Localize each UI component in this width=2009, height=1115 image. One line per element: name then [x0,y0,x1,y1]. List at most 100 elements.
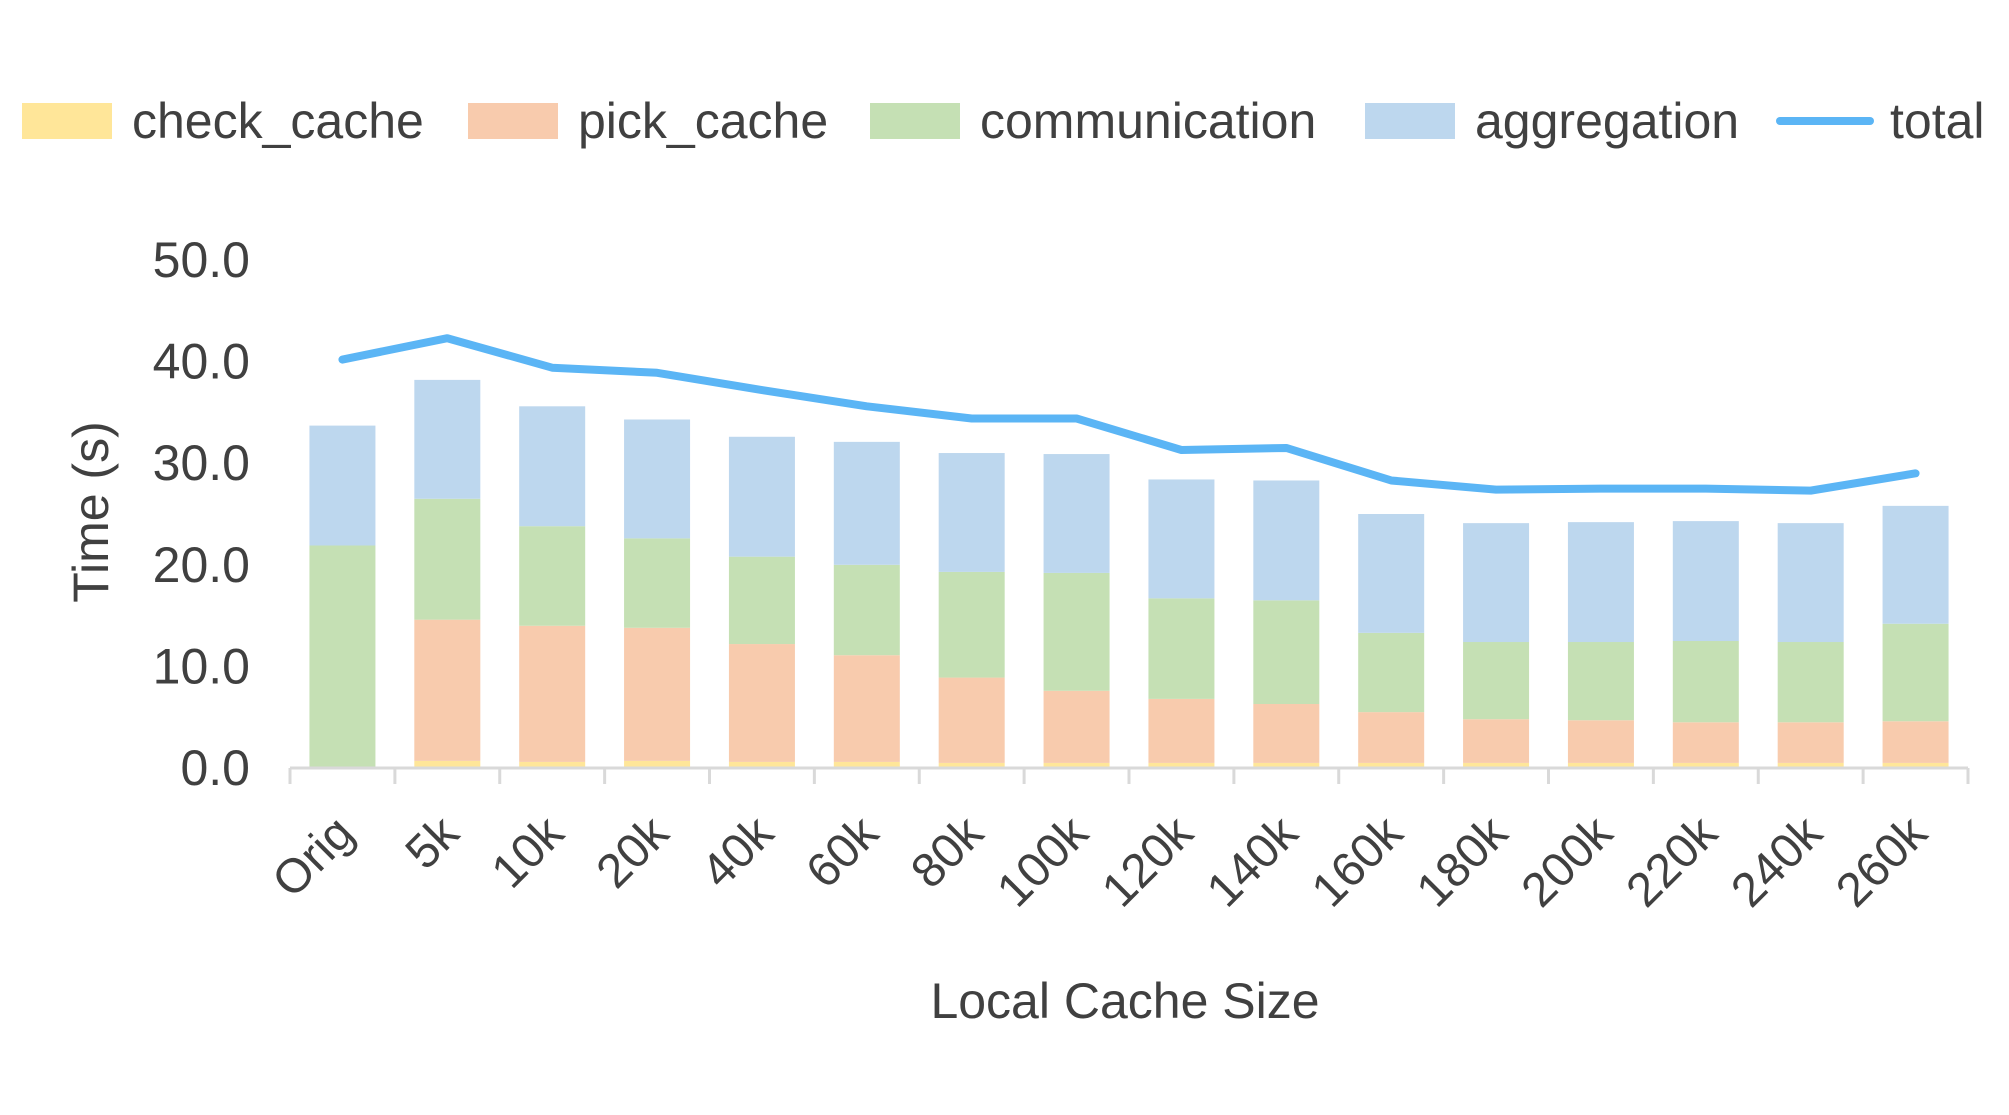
bar-check-cache-160k [1358,762,1425,768]
bar-pick-cache-60k [833,655,900,762]
x-tick-label: 10k [482,806,575,899]
y-tick-label: 30.0 [153,435,250,491]
legend-item-communication: communication [870,93,1316,149]
bar-pick-cache-10k [519,625,586,762]
x-tick-label: 20k [587,806,680,899]
bar-communication-10k [519,526,586,626]
legend-item-pick-cache: pick_cache [468,93,828,149]
bar-communication-orig [309,545,376,768]
legend-swatch [870,103,960,139]
legend-label: total [1890,93,1985,149]
bar-communication-100k [1043,572,1110,691]
bar-pick-cache-5k [414,619,481,761]
bar-pick-cache-260k [1882,721,1949,763]
x-tick-label: Orig [263,806,365,908]
bar-communication-140k [1253,600,1320,704]
bar-aggregation-orig [309,425,376,546]
bar-communication-5k [414,498,481,620]
bar-aggregation-180k [1463,523,1530,643]
bar-pick-cache-240k [1777,722,1844,763]
x-tick-label: 80k [901,806,994,899]
bar-pick-cache-200k [1567,720,1634,763]
bar-aggregation-5k [414,379,481,499]
x-axis-title: Local Cache Size [930,973,1319,1029]
bar-communication-240k [1777,642,1844,723]
y-axis-title: Time (s) [63,421,119,602]
total-line-layer [338,334,1920,495]
bar-aggregation-120k [1148,479,1215,599]
x-tick-label: 40k [692,806,785,899]
bar-pick-cache-20k [624,627,691,761]
bar-aggregation-60k [833,441,900,565]
bar-communication-160k [1358,632,1425,713]
bar-aggregation-20k [624,419,691,539]
legend-item-total: total [1776,93,1985,149]
bars [309,379,1949,768]
x-axis-tick-labels: Orig 5k 10k 20k 40k 60k 80k100k120k140k160k180… [263,806,1938,918]
bar-check-cache-5k [414,760,481,768]
bar-aggregation-160k [1358,514,1425,633]
legend-label: aggregation [1475,93,1739,149]
bar-check-cache-240k [1777,762,1844,768]
x-tick-label: 260k [1826,806,1938,918]
y-tick-label: 0.0 [180,740,250,796]
y-tick-label: 50.0 [153,232,250,288]
x-tick-label: 180k [1407,806,1519,918]
bar-check-cache-200k [1567,762,1634,768]
legend: check_cache pick_cache communication aggreg… [22,93,1985,149]
bar-aggregation-80k [938,453,1005,572]
bar-check-cache-10k [519,761,586,768]
bar-aggregation-100k [1043,454,1110,573]
bar-communication-120k [1148,598,1215,699]
y-tick-label: 20.0 [153,537,250,593]
x-tick-label: 60k [796,806,889,899]
x-tick-label: 160k [1302,806,1414,918]
bar-pick-cache-40k [728,644,795,762]
x-tick-label: 220k [1617,806,1729,918]
bar-pick-cache-120k [1148,698,1215,763]
x-tick-label: 120k [1092,806,1204,918]
x-tick-label: 100k [987,806,1099,918]
legend-item-aggregation: aggregation [1365,93,1739,149]
line-total [338,334,1920,495]
x-axis [288,766,1970,784]
legend-item-check-cache: check_cache [22,93,424,149]
bar-communication-80k [938,571,1005,678]
bar-check-cache-100k [1043,762,1110,768]
bar-check-cache-120k [1148,762,1215,768]
bar-check-cache-220k [1672,762,1739,768]
y-tick-label: 40.0 [153,334,250,390]
bar-check-cache-140k [1253,762,1320,768]
legend-swatch [1365,103,1455,139]
bar-communication-200k [1567,642,1634,721]
legend-label: pick_cache [578,93,828,149]
x-tick-label: 240k [1721,806,1833,918]
x-tick-label: 140k [1197,806,1309,918]
bar-pick-cache-220k [1672,722,1739,763]
bar-communication-260k [1882,623,1949,722]
bar-check-cache-20k [624,760,691,768]
bar-check-cache-180k [1463,762,1530,768]
y-axis-tick-labels: 0.0 10.0 20.0 30.0 40.0 50.0 [153,232,250,796]
legend-swatch [22,103,112,139]
legend-swatch [468,103,558,139]
bar-aggregation-10k [519,406,586,527]
bar-aggregation-240k [1777,523,1844,643]
bar-check-cache-60k [833,761,900,768]
bar-aggregation-200k [1567,522,1634,643]
bar-check-cache-260k [1882,762,1949,768]
bar-communication-40k [728,556,795,645]
bar-aggregation-220k [1672,521,1739,641]
bar-aggregation-140k [1253,480,1320,601]
bar-check-cache-40k [728,761,795,768]
bar-pick-cache-160k [1358,712,1425,763]
bar-communication-180k [1463,642,1530,720]
x-tick-label: 5k [396,806,470,880]
bar-check-cache-80k [938,762,1005,768]
legend-label: communication [980,93,1316,149]
x-tick-label: 200k [1512,806,1624,918]
bar-pick-cache-80k [938,677,1005,763]
bar-pick-cache-180k [1463,719,1530,763]
bar-communication-220k [1672,641,1739,723]
